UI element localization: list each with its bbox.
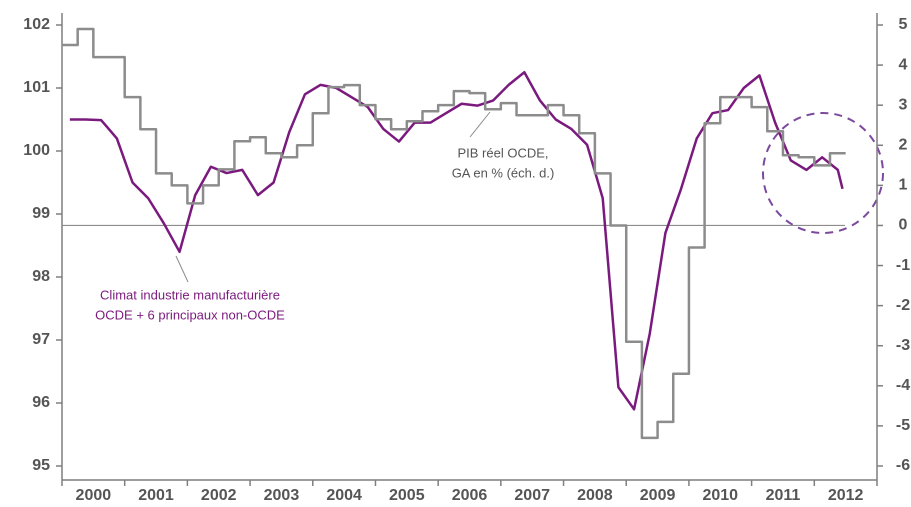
y2-tick-label: -6 [896, 457, 910, 474]
highlight-circle [762, 112, 884, 234]
annotation-leader [175, 255, 189, 283]
y-tick-label: 99 [32, 205, 50, 222]
x-tick-label: 2004 [326, 487, 362, 504]
y-tick-label: 100 [23, 142, 50, 159]
x-tick-label: 2007 [514, 487, 550, 504]
y2-tick-label: 1 [899, 177, 908, 194]
y2-tick-label: 3 [899, 96, 908, 113]
x-tick-label: 2000 [76, 487, 112, 504]
y2-tick-label: 2 [899, 136, 908, 153]
x-tick-label: 2005 [389, 487, 425, 504]
y2-tick-label: -4 [896, 377, 910, 394]
annotation: GA en % (éch. d.) [452, 165, 555, 180]
x-tick-label: 2009 [640, 487, 676, 504]
annotation: PIB réel OCDE, [457, 145, 548, 160]
y-tick-label: 96 [32, 394, 50, 411]
y-tick-label: 95 [32, 457, 50, 474]
x-tick-label: 2011 [766, 487, 801, 504]
y2-tick-label: 5 [899, 16, 908, 33]
series-line [62, 27, 846, 440]
y2-tick-label: 0 [899, 217, 908, 234]
x-tick-label: 2012 [828, 487, 864, 504]
x-tick-label: 2001 [138, 487, 174, 504]
y2-tick-label: -1 [896, 257, 910, 274]
y2-tick-label: 4 [899, 56, 908, 73]
y2-tick-label: -2 [896, 297, 910, 314]
y-tick-label: 97 [32, 331, 50, 348]
y-tick-label: 98 [32, 268, 50, 285]
x-tick-label: 2008 [577, 487, 613, 504]
y2-tick-label: -5 [896, 417, 910, 434]
annotation: OCDE + 6 principaux non-OCDE [95, 307, 285, 322]
x-tick-label: 2010 [702, 487, 738, 504]
annotation: Climat industrie manufacturière [100, 287, 280, 302]
x-tick-label: 2003 [264, 487, 300, 504]
y2-tick-label: -3 [896, 337, 910, 354]
x-tick-label: 2002 [201, 487, 237, 504]
x-tick-label: 2006 [452, 487, 488, 504]
y-tick-label: 101 [23, 79, 50, 96]
y-tick-label: 102 [23, 16, 50, 33]
series-line [69, 71, 844, 411]
annotation-leader [469, 111, 491, 138]
